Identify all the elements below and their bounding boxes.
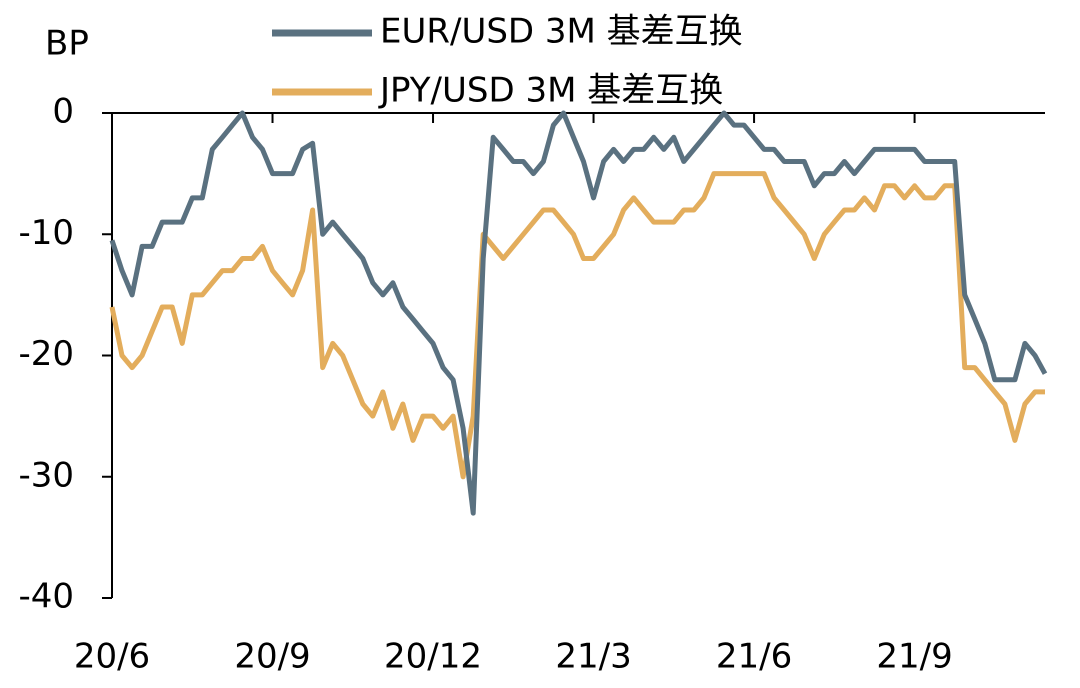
y-tick-label: -30 [18, 455, 74, 495]
y-axis-label: BP [45, 24, 89, 64]
x-tick-label: 20/9 [234, 637, 310, 677]
x-tick-label: 21/3 [555, 637, 631, 677]
x-tick-label: 20/6 [74, 637, 150, 677]
legend-label: EUR/USD 3M 基差互换 [380, 12, 743, 52]
y-tick-label: 0 [52, 92, 74, 132]
y-tick-label: -20 [18, 334, 74, 374]
y-tick-label: -40 [18, 577, 74, 617]
x-tick-label: 21/9 [876, 637, 952, 677]
legend-label: JPY/USD 3M 基差互换 [378, 71, 723, 111]
series-line [109, 110, 1048, 516]
x-tick-label: 20/12 [384, 637, 482, 677]
series-line [109, 171, 1045, 480]
y-tick-label: -10 [18, 213, 74, 253]
x-tick-label: 21/6 [716, 637, 792, 677]
